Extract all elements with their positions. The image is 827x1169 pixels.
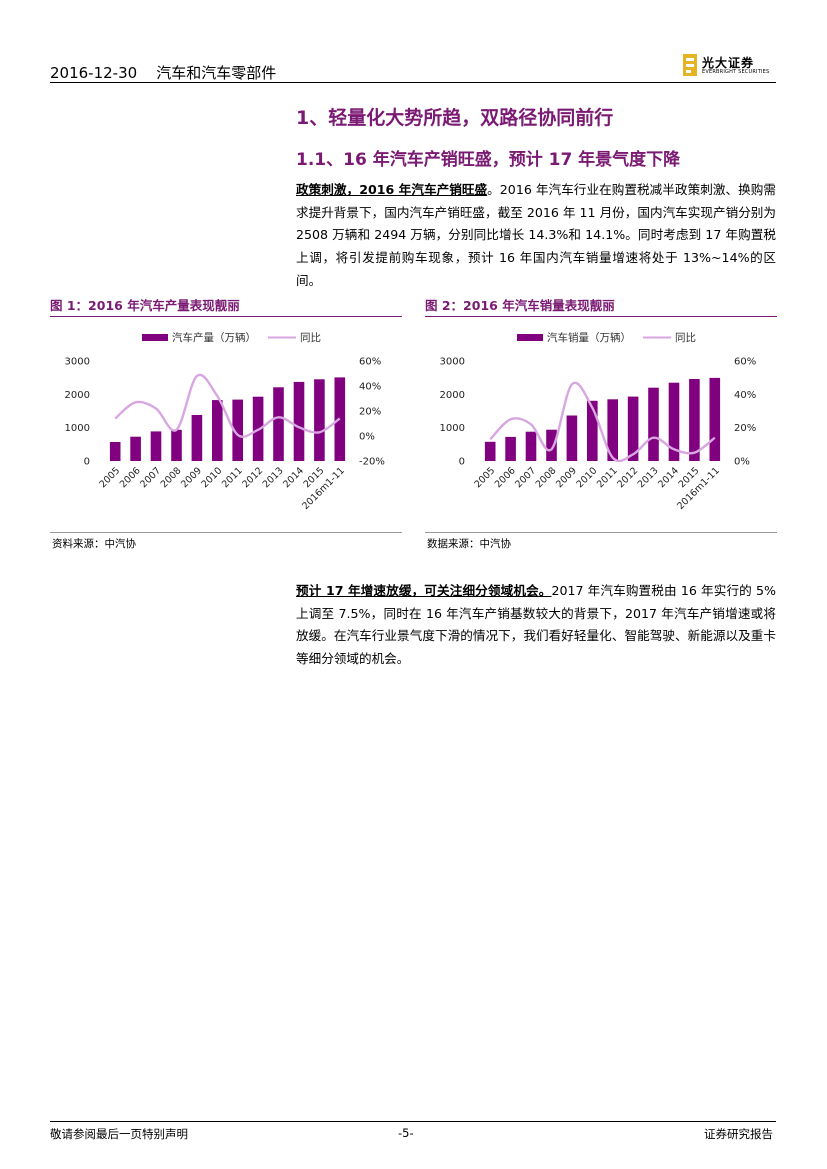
x-tick-label: 2012: [240, 465, 265, 490]
x-tick-label: 2013: [261, 465, 286, 490]
y-left-tick-label: 0: [84, 457, 90, 468]
x-tick-label: 2010: [575, 465, 600, 490]
y-right-tick-label: 0%: [359, 432, 375, 443]
x-tick-label: 2006: [118, 465, 143, 490]
bar-mark: [232, 399, 243, 461]
y-right-tick-label: 60%: [359, 357, 381, 368]
y-left-tick-label: 1000: [65, 423, 90, 434]
figure-2-chart: 汽车销量（万辆） 同比01000200030000%20%40%60%200520…: [440, 331, 757, 512]
y-right-tick-label: -20%: [359, 457, 385, 468]
footer-report-type: 证券研究报告: [704, 1127, 773, 1141]
bar-mark: [587, 400, 598, 461]
y-left-tick-label: 2000: [440, 390, 465, 401]
bar-mark: [627, 396, 639, 461]
bar-mark: [607, 399, 618, 461]
paragraph-2: 预计 17 年增速放缓，可关注细分领域机会。2017 年汽车购置税由 16 年实…: [296, 580, 776, 671]
legend-label-bar: 汽车产量（万辆）: [172, 331, 256, 344]
x-tick-label: 2008: [159, 465, 184, 490]
figure-2-title-rule: [425, 316, 777, 317]
x-tick-label: 2014: [656, 465, 681, 490]
line-series-yoy: [114, 373, 341, 438]
bar-mark: [191, 415, 203, 461]
legend-swatch-bar: [517, 334, 543, 341]
header-divider: [50, 82, 776, 83]
figure-1-title: 图 1：2016 年汽车产量表现靓丽: [50, 298, 240, 313]
everbright-logo-icon: [683, 54, 697, 76]
y-left-tick-label: 2000: [65, 390, 90, 401]
bar-mark: [668, 382, 680, 461]
y-right-tick-label: 20%: [359, 407, 381, 418]
legend-label-bar: 汽车销量（万辆）: [547, 331, 631, 344]
figure-1-title-rule: [50, 316, 402, 317]
bar-mark: [525, 431, 537, 461]
x-tick-label: 2014: [281, 465, 306, 490]
legend-swatch-bar: [142, 334, 168, 341]
figure-1-source: 资料来源：中汽协: [52, 538, 136, 550]
report-date: 2016-12-30: [50, 64, 138, 82]
bar-mark: [709, 377, 721, 461]
x-tick-label: 2011: [220, 465, 245, 490]
section-title: 1、轻量化大势所趋，双路径协同前行: [296, 107, 614, 129]
logo-text-en: EVERBRIGHT SECURITIES: [702, 69, 770, 75]
y-right-tick-label: 60%: [734, 357, 756, 368]
bar-mark: [273, 387, 284, 461]
bar-mark: [314, 379, 325, 461]
x-tick-label: 2007: [513, 465, 538, 490]
bar-mark: [171, 429, 182, 461]
bar-mark: [566, 415, 578, 461]
figure-2-source-rule: [425, 532, 777, 533]
legend-label-line: 同比: [675, 331, 696, 344]
y-left-tick-label: 3000: [65, 357, 90, 368]
y-right-tick-label: 40%: [734, 390, 756, 401]
y-left-tick-label: 0: [459, 457, 465, 468]
header-date-sector: 2016-12-30 汽车和汽车零部件: [50, 62, 276, 83]
x-tick-label: 2005: [472, 465, 497, 490]
figure-1-source-rule: [50, 532, 402, 533]
footer-divider: [50, 1121, 776, 1122]
bar-mark: [109, 442, 121, 461]
line-series-yoy: [489, 381, 716, 463]
legend-label-line: 同比: [300, 331, 321, 344]
figure-2-source: 数据来源：中汽协: [427, 538, 511, 550]
x-tick-label: 2011: [595, 465, 620, 490]
subsection-title: 1.1、16 年汽车产销旺盛，预计 17 年景气度下降: [296, 150, 681, 170]
paragraph-2-lead: 预计 17 年增速放缓，可关注细分领域机会。: [296, 583, 552, 598]
paragraph-2-body: 2017 年汽车购置税由 16 年实行的 5%上调至 7.5%，同时在 16 年…: [296, 583, 776, 667]
chart-legend: 汽车产量（万辆） 同比: [142, 331, 321, 344]
paragraph-1-body: 。2016 年汽车行业在购置税减半政策刺激、换购需求提升背景下，国内汽车产销旺盛…: [296, 182, 776, 288]
y-left-tick-label: 1000: [440, 423, 465, 434]
bar-mark: [648, 387, 659, 461]
bar-mark: [484, 441, 496, 461]
logo-text-cn: 光大证券: [702, 56, 755, 70]
x-tick-label: 2013: [636, 465, 661, 490]
y-right-tick-label: 40%: [359, 382, 381, 393]
y-left-tick-label: 3000: [440, 357, 465, 368]
footer-disclaimer: 敬请参阅最后一页特别声明: [50, 1127, 188, 1141]
x-tick-label: 2006: [493, 465, 518, 490]
bar-mark: [546, 429, 557, 461]
bar-mark: [689, 379, 700, 461]
x-tick-label: 2008: [534, 465, 559, 490]
bar-mark: [150, 431, 162, 461]
y-right-tick-label: 0%: [734, 457, 750, 468]
x-tick-label: 2012: [615, 465, 640, 490]
bar-mark: [212, 400, 223, 461]
figure-2-title: 图 2：2016 年汽车销量表现靓丽: [425, 298, 615, 313]
y-right-tick-label: 20%: [734, 423, 756, 434]
bar-mark: [130, 436, 141, 461]
paragraph-1: 政策刺激，2016 年汽车产销旺盛。2016 年汽车行业在购置税减半政策刺激、换…: [296, 179, 776, 293]
x-tick-label: 2009: [554, 465, 579, 490]
figure-1-chart: 汽车产量（万辆） 同比 0 1000 2000 3000 -20% 0% 20% 40% 60% 20…: [65, 331, 385, 512]
paragraph-1-lead: 政策刺激，2016 年汽车产销旺盛: [296, 182, 488, 197]
bar-mark: [505, 436, 516, 461]
report-sector: 汽车和汽车零部件: [156, 64, 277, 82]
x-tick-label: 2009: [179, 465, 204, 490]
x-tick-label: 2010: [200, 465, 225, 490]
x-tick-label: 2005: [97, 465, 122, 490]
footer-page-number: -5-: [398, 1126, 414, 1140]
x-tick-label: 2007: [138, 465, 163, 490]
chart-legend: 汽车销量（万辆） 同比: [517, 331, 696, 344]
bar-mark: [293, 381, 305, 461]
